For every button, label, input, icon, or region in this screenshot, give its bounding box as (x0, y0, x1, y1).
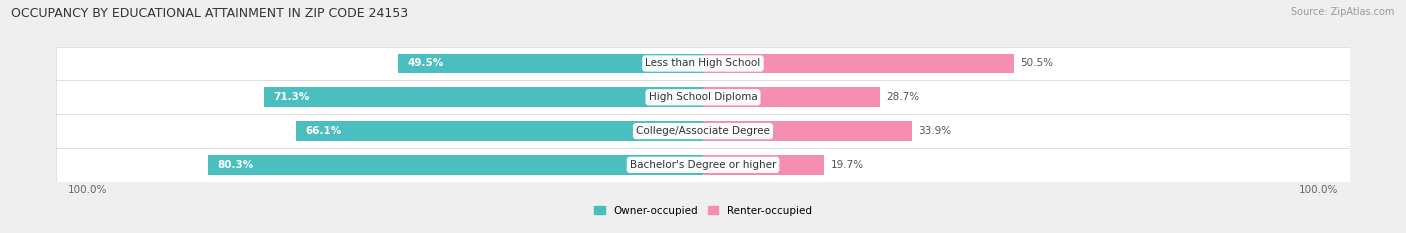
Text: 71.3%: 71.3% (273, 92, 309, 102)
Text: Bachelor's Degree or higher: Bachelor's Degree or higher (630, 160, 776, 170)
Text: High School Diploma: High School Diploma (648, 92, 758, 102)
Text: 50.5%: 50.5% (1021, 58, 1053, 69)
Text: Less than High School: Less than High School (645, 58, 761, 69)
Text: Source: ZipAtlas.com: Source: ZipAtlas.com (1291, 7, 1395, 17)
Text: 66.1%: 66.1% (305, 126, 342, 136)
Bar (56, 80, 1350, 114)
Bar (208, 155, 703, 175)
Bar (56, 114, 1350, 148)
Text: 28.7%: 28.7% (886, 92, 920, 102)
Bar (703, 54, 1014, 73)
Bar (703, 121, 912, 141)
Text: College/Associate Degree: College/Associate Degree (636, 126, 770, 136)
Bar (56, 148, 1350, 182)
Text: 33.9%: 33.9% (918, 126, 950, 136)
Bar (703, 155, 824, 175)
Bar (398, 54, 703, 73)
Bar (56, 47, 1350, 80)
Bar (703, 87, 880, 107)
Text: 19.7%: 19.7% (831, 160, 863, 170)
Text: OCCUPANCY BY EDUCATIONAL ATTAINMENT IN ZIP CODE 24153: OCCUPANCY BY EDUCATIONAL ATTAINMENT IN Z… (11, 7, 408, 20)
Bar (264, 87, 703, 107)
Text: 80.3%: 80.3% (218, 160, 254, 170)
Bar (295, 121, 703, 141)
Text: 49.5%: 49.5% (408, 58, 443, 69)
Legend: Owner-occupied, Renter-occupied: Owner-occupied, Renter-occupied (591, 202, 815, 220)
